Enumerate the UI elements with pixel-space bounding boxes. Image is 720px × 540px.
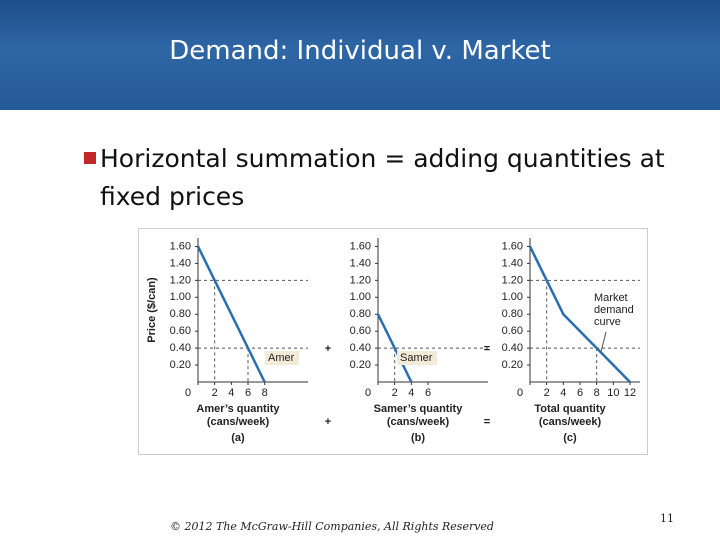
leader bbox=[600, 331, 607, 353]
operator: + bbox=[325, 343, 331, 355]
y-tick-label: 0.20 bbox=[170, 359, 191, 371]
y-tick-label: 0.60 bbox=[350, 325, 371, 337]
y-tick-label: 0.60 bbox=[170, 325, 191, 337]
operator: + bbox=[325, 416, 331, 428]
panel-label: (b) bbox=[411, 432, 425, 444]
y-tick-label: 0.60 bbox=[502, 325, 523, 337]
bullet-text: Horizontal summation = adding quantities… bbox=[100, 144, 665, 211]
x-axis-unit: (cans/week) bbox=[387, 416, 450, 428]
figure-frame bbox=[138, 228, 648, 455]
x-tick-label: 2 bbox=[212, 387, 218, 399]
x-tick-label: 10 bbox=[607, 387, 619, 399]
x-axis-label: Amer’s quantity bbox=[196, 403, 280, 415]
x-tick-label: 2 bbox=[392, 387, 398, 399]
y-tick-label: 1.20 bbox=[170, 274, 191, 286]
x-tick-label: 8 bbox=[594, 387, 600, 399]
x-tick-label: 8 bbox=[262, 387, 268, 399]
y-tick-label: 1.60 bbox=[350, 240, 371, 252]
y-tick-label: 0.80 bbox=[170, 308, 191, 320]
x-tick-label: 4 bbox=[560, 387, 566, 399]
series-label: Samer bbox=[400, 352, 433, 364]
x-tick-label: 0 bbox=[365, 387, 371, 399]
x-tick-label: 2 bbox=[544, 387, 550, 399]
y-tick-label: 0.40 bbox=[170, 342, 191, 354]
slide-title: Demand: Individual v. Market bbox=[169, 36, 551, 66]
label-box bbox=[397, 351, 437, 365]
y-axis-label: Price ($/can) bbox=[146, 277, 158, 343]
x-tick-label: 4 bbox=[228, 387, 234, 399]
series-label: Market demand curve bbox=[594, 292, 634, 328]
x-axis-label: Samer’s quantity bbox=[374, 403, 464, 415]
y-tick-label: 1.00 bbox=[502, 291, 523, 303]
demand-line bbox=[196, 245, 266, 383]
demand-line bbox=[528, 245, 631, 383]
x-tick-label: 6 bbox=[245, 387, 251, 399]
y-tick-label: 0.40 bbox=[502, 342, 523, 354]
x-axis-unit: (cans/week) bbox=[539, 416, 602, 428]
label-box bbox=[265, 351, 299, 365]
y-tick-label: 1.60 bbox=[502, 240, 523, 252]
x-axis-unit: (cans/week) bbox=[207, 416, 270, 428]
x-tick-label: 12 bbox=[624, 387, 636, 399]
copyright: © 2012 The McGraw-Hill Companies, All Ri… bbox=[170, 520, 494, 533]
header-band bbox=[0, 0, 720, 110]
y-tick-label: 1.40 bbox=[502, 257, 523, 269]
x-axis-label: Total quantity bbox=[534, 403, 606, 415]
y-tick-label: 1.20 bbox=[502, 274, 523, 286]
y-tick-label: 0.20 bbox=[502, 359, 523, 371]
series-label: Amer bbox=[268, 352, 295, 364]
y-tick-label: 1.00 bbox=[170, 291, 191, 303]
x-tick-label: 0 bbox=[185, 387, 191, 399]
y-tick-label: 1.40 bbox=[350, 257, 371, 269]
panel-label: (c) bbox=[563, 432, 577, 444]
y-tick-label: 1.60 bbox=[170, 240, 191, 252]
x-tick-label: 6 bbox=[577, 387, 583, 399]
x-tick-label: 6 bbox=[425, 387, 431, 399]
y-tick-label: 0.40 bbox=[350, 342, 371, 354]
panel-label: (a) bbox=[231, 432, 245, 444]
x-tick-label: 4 bbox=[408, 387, 414, 399]
x-tick-label: 0 bbox=[517, 387, 523, 399]
operator: = bbox=[484, 416, 490, 428]
page-number: 11 bbox=[660, 512, 674, 525]
demand-line bbox=[376, 313, 413, 383]
y-tick-label: 1.40 bbox=[170, 257, 191, 269]
y-tick-label: 1.20 bbox=[350, 274, 371, 286]
y-tick-label: 0.80 bbox=[350, 308, 371, 320]
operator: = bbox=[484, 343, 490, 355]
bullet-marker bbox=[84, 152, 96, 164]
y-tick-label: 0.20 bbox=[350, 359, 371, 371]
y-tick-label: 0.80 bbox=[502, 308, 523, 320]
y-tick-label: 1.00 bbox=[350, 291, 371, 303]
